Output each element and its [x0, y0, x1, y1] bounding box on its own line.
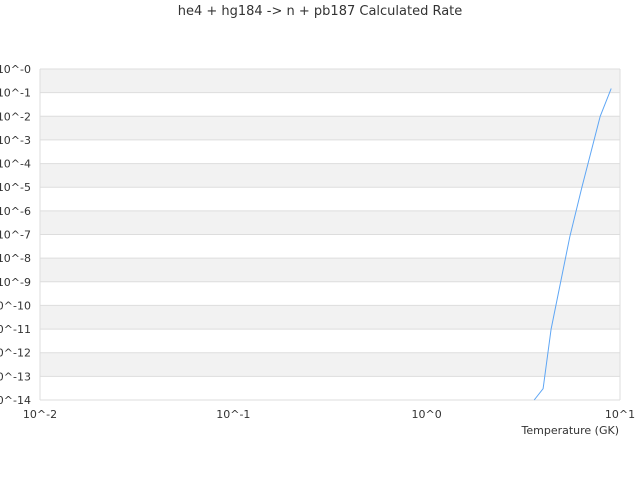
x-tick-label: 10^-1 — [216, 408, 250, 421]
grid-band — [40, 210, 620, 235]
x-axis-label: Temperature (GK) — [521, 424, 620, 437]
grid-band — [40, 258, 620, 282]
chart-title: he4 + hg184 -> n + pb187 Calculated Rate — [177, 4, 463, 19]
grid-band — [40, 234, 620, 259]
y-tick-label: 10^-5 — [0, 181, 31, 194]
y-tick-label: 10^-12 — [0, 347, 31, 360]
y-tick-label: 10^-13 — [0, 370, 31, 383]
y-tick-label: 10^-7 — [0, 229, 31, 242]
y-tick-label: 10^-3 — [0, 134, 31, 147]
y-tick-label: 10^-11 — [0, 323, 31, 336]
y-tick-label: 10^-14 — [0, 394, 31, 407]
y-tick-label: 10^-4 — [0, 158, 31, 171]
y-tick-label: 10^-8 — [0, 252, 31, 265]
x-tick-label: 10^-2 — [23, 408, 57, 421]
grid-band — [40, 69, 620, 93]
grid-band — [40, 376, 620, 400]
grid-band — [40, 187, 620, 211]
y-tick-label: 10^-10 — [0, 299, 31, 312]
grid-band — [40, 305, 620, 330]
x-tick-label: 10^1 — [605, 408, 635, 421]
grid-band — [40, 163, 620, 188]
y-tick-label: 10^-2 — [0, 110, 31, 123]
y-tick-label: 10^-0 — [0, 63, 31, 76]
series-line — [533, 88, 612, 401]
y-tick-label: 10^-1 — [0, 87, 31, 100]
grid-band — [40, 116, 620, 140]
x-tick-label: 10^0 — [412, 408, 442, 421]
grid-band — [40, 139, 620, 164]
grid-band — [40, 92, 620, 117]
grid-band — [40, 329, 620, 353]
grid-band — [40, 352, 620, 377]
y-tick-label: 10^-9 — [0, 276, 31, 289]
y-tick-label: 10^-6 — [0, 205, 31, 218]
grid-band — [40, 281, 620, 306]
